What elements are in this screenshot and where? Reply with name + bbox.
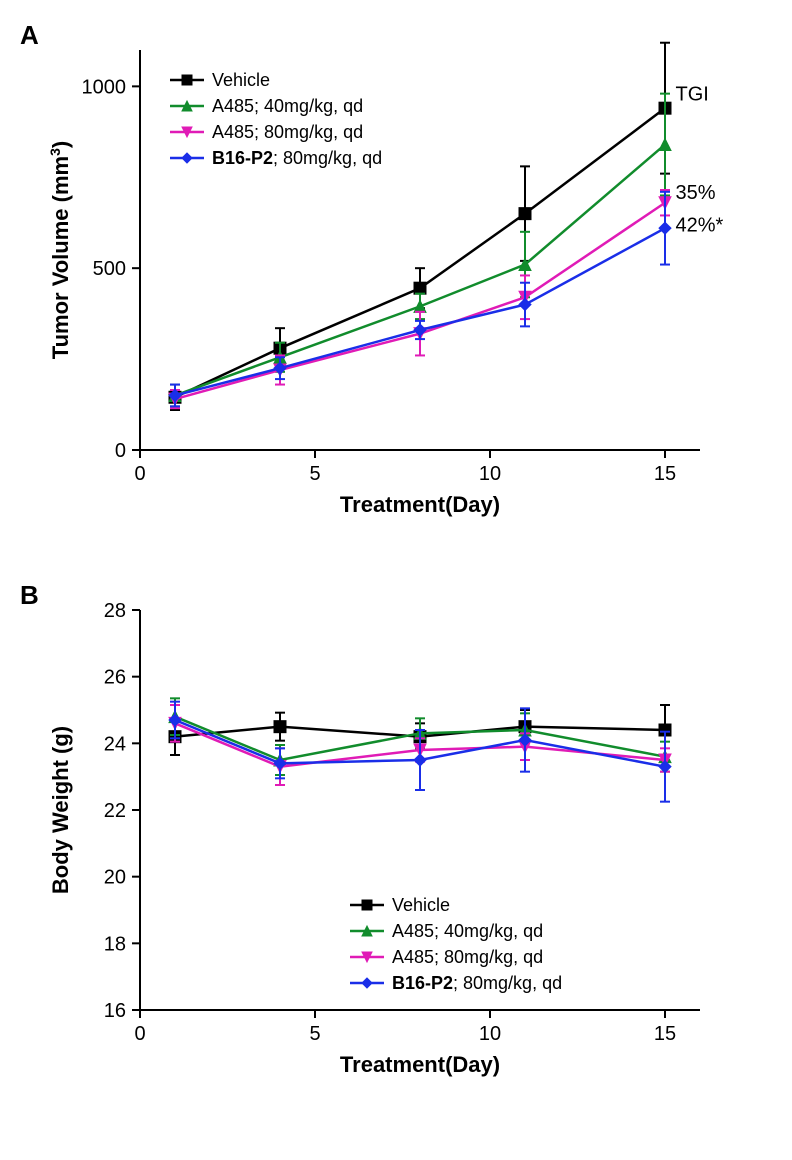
svg-text:22: 22 xyxy=(104,800,126,822)
svg-text:Vehicle: Vehicle xyxy=(212,70,270,90)
svg-text:28: 28 xyxy=(104,600,126,622)
svg-text:18: 18 xyxy=(104,933,126,955)
chart-b: 0 5 10 15 16 18 20 22 24 26 28 Treatment(Day) Body W… xyxy=(20,580,772,1100)
svg-text:5: 5 xyxy=(309,1023,320,1045)
svg-text:0: 0 xyxy=(134,1023,145,1045)
svg-text:Treatment(Day): Treatment(Day) xyxy=(340,492,500,517)
svg-text:24: 24 xyxy=(104,733,126,755)
svg-text:20: 20 xyxy=(104,867,126,889)
svg-text:0: 0 xyxy=(115,440,126,462)
panel-a: A 0 5 10 15 0 500 1000 Treatment(Day) Tumor Volu… xyxy=(20,20,772,540)
svg-text:1000: 1000 xyxy=(82,76,127,98)
svg-text:A485; 80mg/kg, qd: A485; 80mg/kg, qd xyxy=(392,947,543,967)
svg-text:Tumor Volume (mm3): Tumor Volume (mm3) xyxy=(47,141,73,359)
svg-text:B16-P2; 80mg/kg, qd: B16-P2; 80mg/kg, qd xyxy=(392,973,562,993)
figure: A 0 5 10 15 0 500 1000 Treatment(Day) Tumor Volu… xyxy=(20,20,772,1100)
svg-text:10: 10 xyxy=(479,1023,501,1045)
panel-b-label: B xyxy=(20,580,39,611)
svg-text:15: 15 xyxy=(654,463,676,485)
svg-text:Treatment(Day): Treatment(Day) xyxy=(340,1052,500,1077)
svg-text:500: 500 xyxy=(93,258,126,280)
chart-a: 0 5 10 15 0 500 1000 Treatment(Day) Tumor Volume… xyxy=(20,20,772,540)
svg-text:A485; 40mg/kg, qd: A485; 40mg/kg, qd xyxy=(392,921,543,941)
svg-text:TGI: TGI xyxy=(676,84,709,106)
svg-text:16: 16 xyxy=(104,1000,126,1022)
svg-text:B16-P2; 80mg/kg, qd: B16-P2; 80mg/kg, qd xyxy=(212,148,382,168)
svg-text:42%*: 42%* xyxy=(676,215,724,237)
svg-text:10: 10 xyxy=(479,463,501,485)
svg-text:5: 5 xyxy=(309,463,320,485)
panel-a-label: A xyxy=(20,20,39,51)
svg-text:A485; 40mg/kg, qd: A485; 40mg/kg, qd xyxy=(212,96,363,116)
svg-text:26: 26 xyxy=(104,667,126,689)
svg-text:Body Weight (g): Body Weight (g) xyxy=(48,726,73,894)
svg-text:15: 15 xyxy=(654,1023,676,1045)
svg-text:Vehicle: Vehicle xyxy=(392,895,450,915)
svg-text:A485; 80mg/kg, qd: A485; 80mg/kg, qd xyxy=(212,122,363,142)
svg-text:0: 0 xyxy=(134,463,145,485)
panel-b: B 0 5 10 15 16 18 20 22 24 26 28 Treatment(Day) Body… xyxy=(20,580,772,1100)
svg-text:35%: 35% xyxy=(676,182,716,204)
